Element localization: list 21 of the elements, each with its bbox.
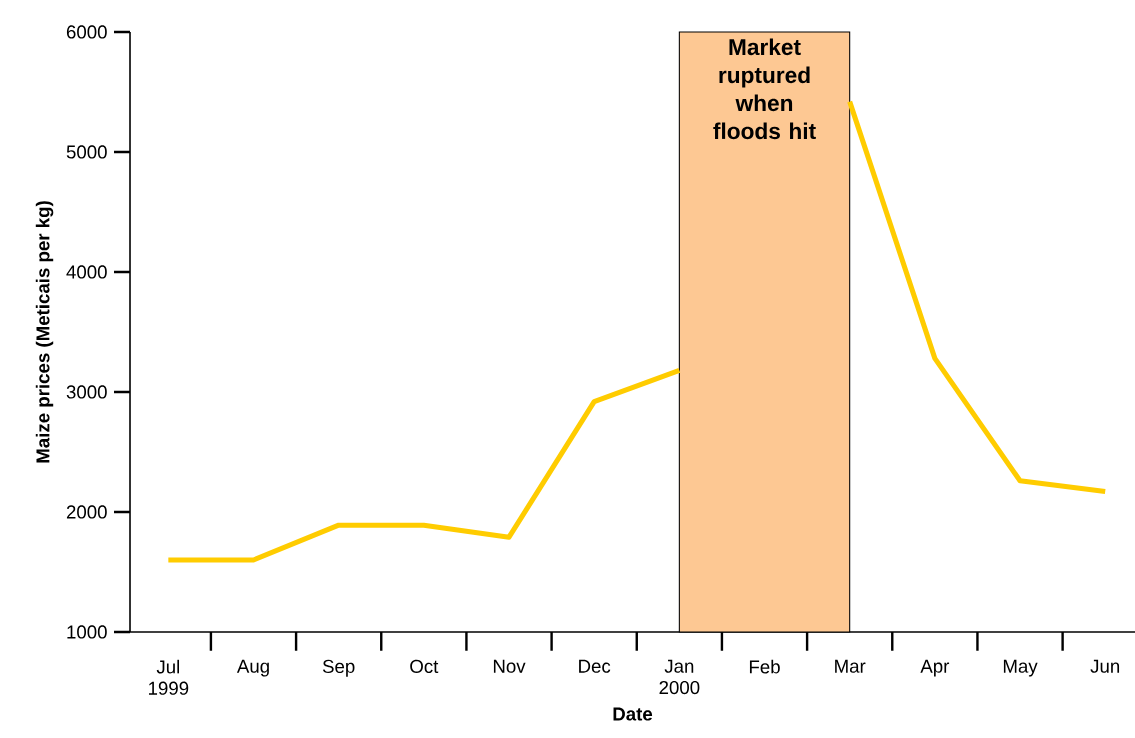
y-axis-title: Maize prices (Meticais per kg): [35, 201, 54, 463]
y-tick-label: 1000: [67, 625, 107, 639]
band-label: Market ruptured when floods hit: [713, 38, 816, 140]
x-tick-label: Jan 2000: [659, 659, 700, 695]
x-tick-label: Nov: [493, 659, 526, 673]
x-tick-label: Jun: [1090, 659, 1120, 673]
x-axis-title: Date: [613, 707, 653, 721]
x-tick-label: Feb: [749, 659, 780, 674]
x-tick-label: May: [1003, 659, 1038, 677]
x-tick-label: Dec: [579, 659, 611, 673]
x-tick-label: Oct: [410, 659, 439, 674]
x-tick-label: Jul 1999: [148, 659, 189, 695]
x-tick-label: Apr: [920, 659, 950, 677]
y-tick-label: 3000: [66, 385, 107, 399]
y-tick-label: 4000: [66, 265, 107, 279]
y-tick-label: 6000: [66, 25, 107, 39]
x-tick-label: Sep: [322, 659, 355, 677]
x-tick-label: Mar: [835, 659, 866, 673]
y-tick-label: 5000: [66, 145, 107, 159]
y-tick-label: 2000: [66, 505, 107, 519]
x-tick-label: Aug: [236, 659, 269, 677]
